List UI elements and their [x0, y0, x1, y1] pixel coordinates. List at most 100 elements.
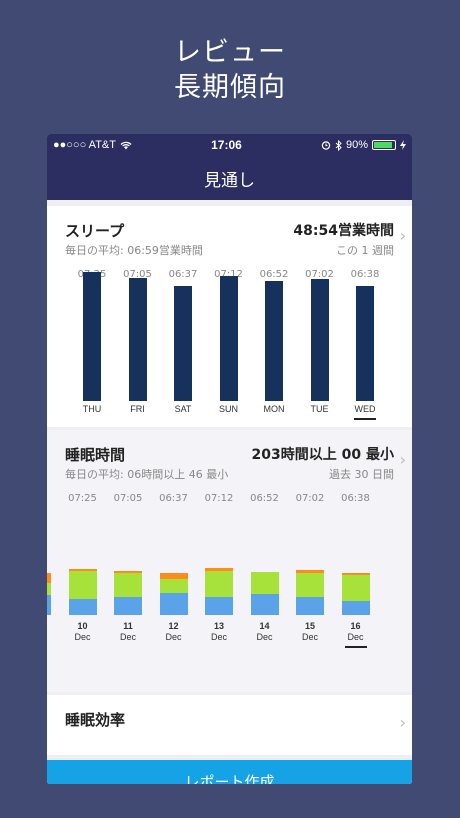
duration-stacked-bar[interactable]: [159, 573, 188, 615]
duration-date-label: 14 Dec: [256, 621, 273, 642]
duration-date-label: 15 Dec: [301, 621, 318, 642]
sleep-bar[interactable]: [83, 271, 101, 401]
light-sleep-segment: [47, 583, 51, 595]
sleep-time-label: 06:38: [350, 269, 380, 280]
sleep-bar[interactable]: [219, 275, 238, 401]
sleep-day-label: MON: [263, 404, 285, 414]
selected-date-underline: [344, 646, 367, 648]
deep-sleep-segment: [296, 597, 324, 615]
rem-sleep-segment: [47, 573, 51, 583]
sleep-duration-card[interactable]: 睡眠時間 毎日の平均: 06時間以上 46 最小 203時間以上 00 最小 過…: [47, 430, 412, 692]
duration-time-label: 06:37: [159, 493, 188, 504]
sleep-time-label: 07:12: [214, 269, 243, 280]
carrier-label: ●●○○○ AT&T: [53, 139, 116, 151]
selected-day-underline: [354, 418, 376, 420]
rem-sleep-segment: [159, 573, 188, 579]
light-sleep-segment: [296, 573, 324, 597]
light-sleep-segment: [114, 573, 142, 597]
promo-header: レビュー 長期傾向: [0, 36, 460, 106]
duration-date-label: 16 Dec: [347, 621, 364, 642]
light-sleep-segment: [205, 571, 233, 597]
efficiency-card-title: 睡眠効率: [65, 711, 126, 729]
deep-sleep-segment: [114, 597, 142, 615]
duration-date-label: 10 Dec: [74, 621, 91, 642]
sleep-day-label: SAT: [174, 404, 192, 414]
duration-date-label: 13 Dec: [210, 621, 227, 642]
duration-date-label: 09Dec: [47, 621, 57, 643]
deep-sleep-segment: [250, 594, 279, 615]
rem-sleep-segment: [341, 573, 370, 575]
chevron-right-icon[interactable]: ›: [399, 450, 406, 469]
deep-sleep-segment: [341, 601, 370, 615]
light-sleep-segment: [341, 575, 370, 601]
sleep-time-label: 06:52: [259, 269, 289, 280]
battery-percent: 90%: [345, 139, 368, 151]
duration-time-label: 06:38: [341, 493, 370, 504]
sleep-efficiency-card[interactable]: 睡眠効率 ›: [47, 695, 412, 755]
light-sleep-segment: [68, 571, 97, 599]
sleep-card-subtitle: 毎日の平均: 06:59営業時間: [65, 244, 203, 257]
chevron-right-icon[interactable]: ›: [399, 713, 406, 732]
rem-sleep-segment: [205, 568, 233, 571]
duration-card-title: 睡眠時間: [65, 446, 126, 464]
charging-icon: [399, 140, 406, 150]
sleep-bar[interactable]: [265, 281, 283, 401]
sleep-day-label: TUE: [310, 404, 329, 414]
sleep-time-label: 07:05: [123, 269, 152, 280]
duration-stacked-bar[interactable]: [47, 573, 51, 615]
duration-time-label: 07:12: [204, 493, 234, 504]
promo-line-2: 長期傾向: [174, 72, 286, 103]
promo-line-1: レビュー: [174, 37, 286, 68]
rem-sleep-segment: [68, 569, 97, 571]
sleep-card-total: 48:54営業時間: [293, 223, 394, 239]
duration-card-subtitle: 毎日の平均: 06時間以上 46 最小: [65, 468, 229, 481]
content-area[interactable]: スリープ 毎日の平均: 06:59営業時間 48:54営業時間 この 1 週間 …: [47, 200, 412, 784]
duration-stacked-bar[interactable]: [205, 568, 233, 615]
chevron-right-icon[interactable]: ›: [399, 226, 406, 245]
rem-sleep-segment: [296, 570, 324, 573]
wifi-icon: [120, 141, 132, 149]
sleep-card[interactable]: スリープ 毎日の平均: 06:59営業時間 48:54営業時間 この 1 週間 …: [47, 206, 412, 427]
create-report-button[interactable]: レポート作成: [47, 760, 412, 784]
duration-stacked-bar[interactable]: [341, 573, 370, 615]
duration-time-label: 06:52: [250, 493, 279, 504]
sleep-bar[interactable]: [310, 278, 329, 401]
status-time: 17:06: [211, 138, 242, 152]
duration-date-label: 11 Dec: [119, 621, 136, 642]
duration-time-label: 07:02: [295, 493, 325, 504]
duration-time-label: :56: [47, 486, 60, 505]
deep-sleep-segment: [205, 597, 233, 615]
create-report-label: レポート作成: [184, 772, 275, 785]
duration-date-label: 12 Dec: [165, 621, 182, 642]
duration-stacked-bar[interactable]: [68, 569, 97, 615]
deep-sleep-segment: [68, 599, 97, 615]
phone-screen: ●●○○○ AT&T 17:06 90% 見通し スリープ 毎日の平均: 06:…: [47, 134, 412, 784]
duration-stacked-bar[interactable]: [250, 572, 279, 615]
nav-bar: 見通し: [47, 156, 412, 200]
sleep-card-title: スリープ: [65, 222, 125, 240]
sleep-day-label: WED: [354, 404, 376, 414]
alarm-icon: [321, 141, 331, 150]
duration-time-label: 07:05: [113, 493, 143, 504]
deep-sleep-segment: [159, 593, 188, 615]
sleep-day-label: THU: [82, 404, 102, 414]
light-sleep-segment: [250, 572, 279, 594]
rem-sleep-segment: [114, 571, 142, 573]
status-bar: ●●○○○ AT&T 17:06 90%: [47, 134, 412, 156]
sleep-day-label: SUN: [218, 404, 238, 414]
sleep-bar[interactable]: [128, 277, 147, 401]
duration-time-label: 07:25: [68, 493, 97, 504]
sleep-bar[interactable]: [174, 285, 192, 401]
light-sleep-segment: [159, 579, 188, 593]
sleep-bar[interactable]: [356, 285, 374, 401]
duration-stacked-bar[interactable]: [296, 570, 324, 615]
sleep-time-label: 06:37: [168, 269, 198, 280]
sleep-day-label: FRI: [130, 404, 145, 414]
duration-card-total: 203時間以上 00 最小: [251, 447, 394, 463]
duration-card-range: 過去 30 日間: [329, 468, 394, 481]
bluetooth-icon: [335, 139, 342, 151]
duration-stacked-bar[interactable]: [114, 571, 142, 615]
battery-icon: [371, 140, 396, 150]
sleep-time-label: 07:02: [305, 269, 334, 280]
